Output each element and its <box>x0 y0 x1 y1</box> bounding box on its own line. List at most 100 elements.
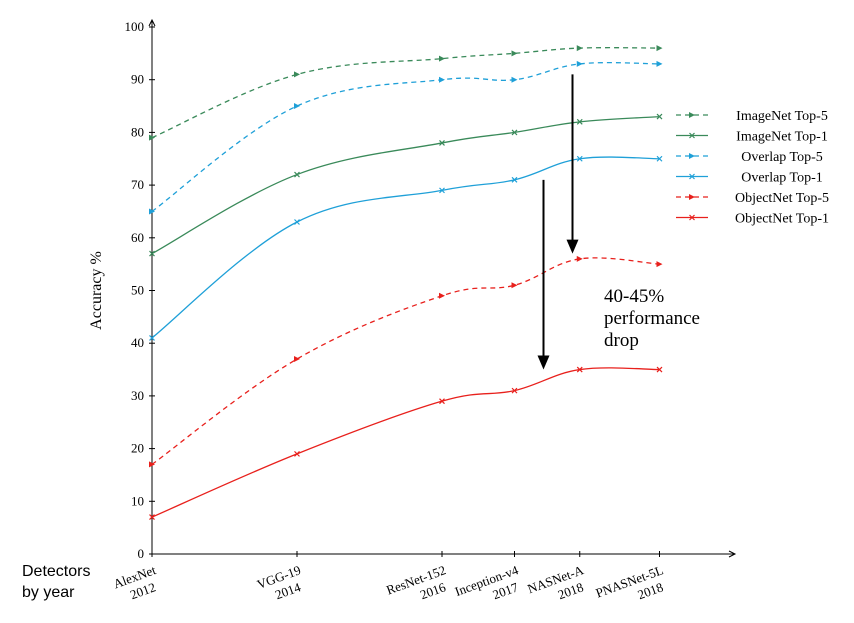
y-tick-label: 50 <box>131 283 144 298</box>
data-point-x-marker <box>511 176 518 183</box>
data-point-arrow-marker <box>656 45 663 52</box>
y-axis-ticks: 0 10 20 30 40 50 60 70 80 90 100 <box>125 19 155 561</box>
data-point-arrow-marker <box>294 71 300 78</box>
data-point-x-marker <box>576 118 583 125</box>
data-point-x-marker <box>149 335 155 341</box>
data-point-arrow-marker <box>511 76 518 83</box>
y-tick-label: 70 <box>131 177 144 192</box>
data-point-x-marker <box>439 398 445 405</box>
drop-arrow-head <box>537 355 550 370</box>
data-point-arrow-marker <box>294 356 300 363</box>
legend-marker <box>689 153 695 159</box>
legend-marker <box>689 214 695 221</box>
y-axis-arrow <box>148 18 156 27</box>
data-point-arrow-marker <box>576 45 583 52</box>
data-point-arrow-marker <box>439 292 445 299</box>
data-point-arrow-marker <box>511 282 518 289</box>
series-objectnet-top-1 <box>149 366 663 521</box>
series-line-imagenet-top-5 <box>151 47 660 139</box>
series-line-objectnet-top-1 <box>151 367 660 518</box>
data-point-x-marker <box>511 129 518 136</box>
legend-marker <box>689 173 695 180</box>
y-tick-label: 10 <box>131 493 144 508</box>
data-point-x-marker <box>656 113 663 120</box>
data-point-arrow-marker <box>294 103 300 110</box>
y-tick-label: 30 <box>131 388 144 403</box>
data-point-arrow-marker <box>439 55 445 62</box>
data-point-x-marker <box>511 387 518 394</box>
y-tick-label: 60 <box>131 230 144 245</box>
data-point-x-marker <box>294 219 300 225</box>
data-point-arrow-marker <box>576 255 583 262</box>
legend-label: Overlap Top-5 <box>741 150 823 165</box>
data-point-arrow-marker <box>439 76 445 83</box>
series-objectnet-top-5 <box>149 255 663 468</box>
data-point-x-marker <box>294 450 300 457</box>
data-point-x-marker <box>439 187 445 194</box>
legend-label: ObjectNet Top-1 <box>735 212 829 227</box>
legend-entry: ImageNet Top-1 <box>676 130 828 145</box>
data-point-x-marker <box>149 514 155 521</box>
legend-entry: ObjectNet Top-1 <box>676 212 829 227</box>
legend-entry: Overlap Top-5 <box>676 150 823 165</box>
legend-marker <box>689 112 695 118</box>
x-axis-title-line: by year <box>22 584 75 601</box>
data-point-x-marker <box>656 155 663 162</box>
data-point-arrow-marker <box>149 208 155 215</box>
series-line-objectnet-top-5 <box>151 257 660 465</box>
series-line-overlap-top-5 <box>151 61 660 212</box>
legend-entry: ObjectNet Top-5 <box>676 191 829 206</box>
drop-arrow-head <box>566 239 579 254</box>
data-point-arrow-marker <box>149 134 155 141</box>
series-overlap-top-1 <box>149 155 663 341</box>
series-overlap-top-5 <box>149 60 663 215</box>
legend-entry: Overlap Top-1 <box>676 171 823 186</box>
data-point-arrow-marker <box>576 60 583 67</box>
data-point-arrow-marker <box>149 461 155 468</box>
legend-marker <box>689 194 695 200</box>
data-point-x-marker <box>576 366 583 373</box>
data-point-x-marker <box>149 250 155 257</box>
legend-label: Overlap Top-1 <box>741 171 823 186</box>
axis-titles: Accuracy % Detectors by year <box>22 251 105 601</box>
legend-entry: ImageNet Top-5 <box>676 109 828 124</box>
series-line-imagenet-top-1 <box>151 115 660 255</box>
x-axis-arrow <box>728 550 737 558</box>
y-tick-label: 0 <box>138 546 145 561</box>
series-imagenet-top-5 <box>149 45 663 141</box>
series-imagenet-top-1 <box>149 113 663 257</box>
data-point-arrow-marker <box>511 50 518 57</box>
data-point-arrow-marker <box>656 261 663 268</box>
y-axis-title: Accuracy % <box>88 251 105 330</box>
y-tick-label: 100 <box>125 19 145 34</box>
legend-marker <box>689 132 695 139</box>
data-point-x-marker <box>439 140 445 146</box>
x-axis-title-line: Detectors <box>22 563 90 580</box>
legend: ImageNet Top-5 ImageNet Top-1 Overlap Top-… <box>676 109 829 227</box>
y-tick-label: 40 <box>131 335 144 350</box>
annotation-text-line: 40-45% <box>604 286 664 307</box>
series-layer <box>149 45 663 521</box>
data-point-x-marker <box>576 155 583 162</box>
legend-label: ImageNet Top-5 <box>736 109 828 124</box>
y-tick-label: 80 <box>131 124 144 139</box>
data-point-x-marker <box>294 171 300 178</box>
data-point-arrow-marker <box>656 60 663 67</box>
annotation-text-line: drop <box>604 330 639 351</box>
series-line-overlap-top-1 <box>151 156 660 339</box>
legend-label: ObjectNet Top-5 <box>735 191 829 206</box>
y-tick-label: 20 <box>131 441 144 456</box>
legend-label: ImageNet Top-1 <box>736 130 828 145</box>
y-tick-label: 90 <box>131 72 144 87</box>
data-point-x-marker <box>656 366 663 373</box>
annotation-text-line: performance <box>604 308 700 329</box>
